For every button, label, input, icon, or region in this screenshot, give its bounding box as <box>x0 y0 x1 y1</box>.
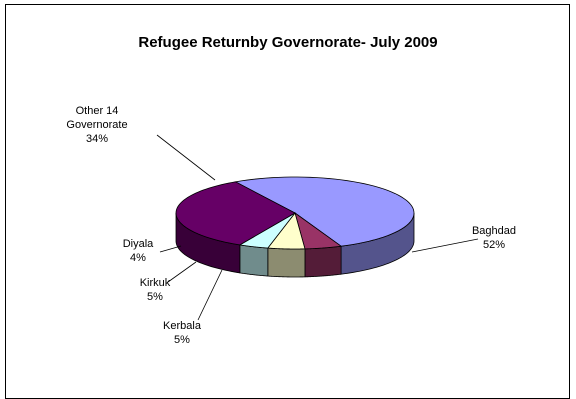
leader-line-kirkuk <box>167 261 197 283</box>
slice-value-kirkuk: 5% <box>147 291 163 303</box>
slice-label-other-14-governorate: Governorate <box>66 119 127 131</box>
pie-slice-diyala <box>238 212 296 249</box>
pie-side-kirkuk <box>267 247 306 278</box>
slice-label-kirkuk: Kirkuk <box>140 277 171 289</box>
slice-label-other-14-governorate: Other 14 <box>76 105 119 117</box>
slice-label-baghdad: Baghdad <box>472 225 516 237</box>
leader-line-other-14-governorate <box>156 134 216 181</box>
pie-slice-kerbala <box>294 212 343 250</box>
pie-slice-baghdad <box>234 176 415 247</box>
slice-labels: Baghdad 52% Kerbala 5% Kirkuk 5% Diyala 4% Other… <box>66 105 516 346</box>
leader-line-diyala <box>159 245 182 253</box>
pie-slice-other-14-governorate <box>175 181 296 246</box>
slice-value-kerbala: 5% <box>174 334 190 346</box>
slice-label-diyala: Diyala <box>123 238 154 250</box>
label-leaders <box>156 134 479 321</box>
slice-value-diyala: 4% <box>130 252 146 264</box>
slice-label-kerbala: Kerbala <box>163 320 202 332</box>
pie-side-diyala <box>239 244 269 277</box>
leader-line-kerbala <box>197 269 223 321</box>
slice-value-other-14-governorate: 34% <box>86 133 108 145</box>
slice-value-baghdad: 52% <box>483 239 505 251</box>
chart-title: Refugee Returnby Governorate- July 2009 <box>138 34 438 51</box>
leader-line-baghdad <box>411 238 479 253</box>
pie-slice-kirkuk <box>267 212 306 250</box>
pie-tops <box>175 176 415 250</box>
pie-side-kerbala <box>304 245 342 278</box>
